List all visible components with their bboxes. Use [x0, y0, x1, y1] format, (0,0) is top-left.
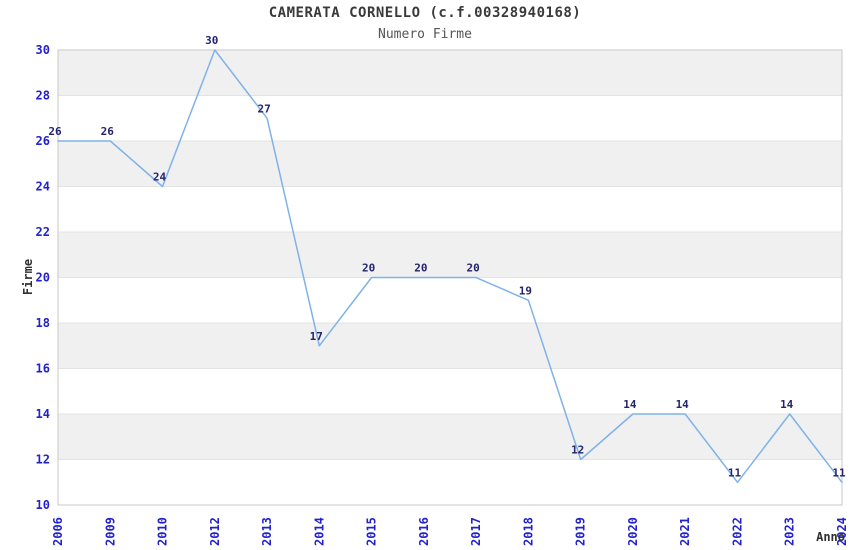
data-label: 20 — [466, 262, 479, 275]
y-tick-label: 26 — [36, 134, 50, 148]
plot-band — [58, 95, 842, 141]
plot-band — [58, 50, 842, 96]
plot-band — [58, 323, 842, 369]
data-label: 17 — [310, 330, 323, 343]
y-tick-label: 24 — [36, 180, 50, 194]
y-tick-label: 30 — [36, 43, 50, 57]
y-tick-label: 28 — [36, 89, 50, 103]
plot-band — [58, 186, 842, 232]
x-tick-label: 2019 — [574, 517, 588, 546]
x-tick-label: 2014 — [312, 517, 326, 546]
plot-band — [58, 459, 842, 505]
plot-band — [58, 232, 842, 278]
y-tick-label: 16 — [36, 362, 50, 376]
x-tick-label: 2017 — [469, 517, 483, 546]
x-tick-label: 2022 — [731, 517, 745, 546]
y-tick-label: 14 — [36, 407, 50, 421]
x-tick-label: 2013 — [260, 517, 274, 546]
data-label: 14 — [623, 398, 637, 411]
chart-subtitle: Numero Firme — [378, 27, 472, 42]
plot-band — [58, 368, 842, 414]
data-label: 14 — [676, 398, 690, 411]
x-tick-label: 2016 — [417, 517, 431, 546]
x-tick-label: 2021 — [678, 517, 692, 546]
x-tick-label: 2006 — [51, 517, 65, 546]
y-axis-title: Firme — [21, 258, 35, 296]
plot-band — [58, 277, 842, 323]
x-tick-label: 2010 — [156, 517, 170, 546]
x-tick-label: 2009 — [103, 517, 117, 546]
y-tick-label: 18 — [36, 316, 50, 330]
data-label: 26 — [101, 125, 115, 138]
y-tick-label: 10 — [36, 498, 50, 512]
plot-border — [57, 49, 843, 506]
data-label: 24 — [153, 171, 167, 184]
plot-band — [58, 414, 842, 460]
data-label: 30 — [205, 34, 218, 47]
x-tick-label: 2024 — [835, 517, 849, 546]
series-line — [57, 49, 843, 484]
data-label: 12 — [571, 444, 584, 457]
data-label: 19 — [519, 284, 532, 297]
y-tick-label: 22 — [36, 225, 50, 239]
data-label: 27 — [257, 102, 270, 115]
data-label: 20 — [414, 262, 427, 275]
x-tick-label: 2023 — [783, 517, 797, 546]
y-tick-label: 20 — [36, 271, 50, 285]
x-tick-label: 2012 — [208, 517, 222, 546]
data-label: 14 — [780, 398, 794, 411]
x-axis-title: Anno — [816, 530, 845, 544]
x-tick-label: 2018 — [521, 517, 535, 546]
data-label: 26 — [48, 125, 62, 138]
x-tick-label: 2020 — [626, 517, 640, 546]
y-tick-label: 12 — [36, 453, 50, 467]
data-label: 11 — [832, 466, 846, 479]
data-label: 11 — [728, 466, 742, 479]
plot-band — [58, 141, 842, 187]
data-label: 20 — [362, 262, 375, 275]
x-tick-label: 2015 — [365, 517, 379, 546]
chart-title: CAMERATA CORNELLO (c.f.00328940168) — [268, 5, 582, 21]
